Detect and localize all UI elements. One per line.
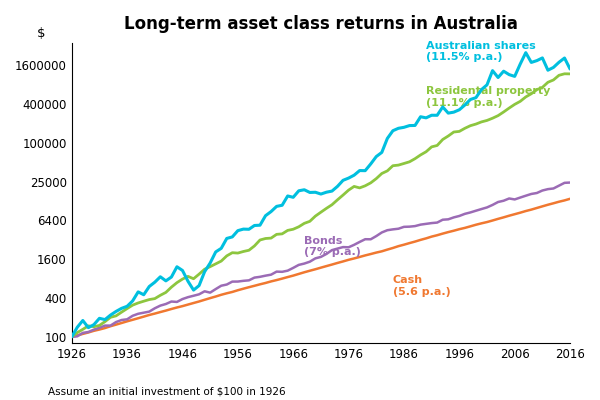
Text: Australian shares
(11.5% p.a.): Australian shares (11.5% p.a.) (426, 41, 536, 62)
Text: Residental property
(11.1% p.a.): Residental property (11.1% p.a.) (426, 86, 550, 108)
Text: Assume an initial investment of $100 in 1926: Assume an initial investment of $100 in … (48, 386, 286, 396)
Text: Cash
(5.6 p.a.): Cash (5.6 p.a.) (393, 275, 451, 296)
Title: Long-term asset class returns in Australia: Long-term asset class returns in Austral… (124, 15, 518, 33)
Text: $: $ (37, 27, 46, 40)
Text: Bonds
(7% p.a.): Bonds (7% p.a.) (304, 236, 361, 257)
